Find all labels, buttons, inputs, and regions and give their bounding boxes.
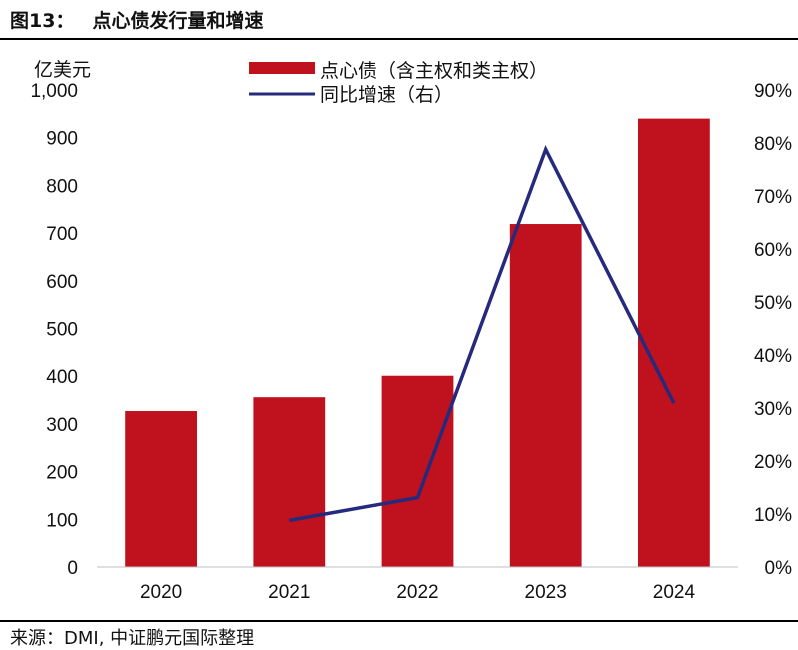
figure-title-text: 点心债发行量和增速 [92,10,264,32]
legend-bar-label: 点心债（含主权和类主权） [320,60,548,82]
left-tick-label: 1,000 [30,81,78,102]
left-tick-label: 800 [46,176,78,197]
left-tick-label: 100 [46,510,78,531]
source-note: 来源：DMI, 中证鹏元国际整理 [10,628,255,649]
bar-2023 [509,224,582,568]
right-tick-label: 30% [754,399,792,420]
right-tick-label: 70% [754,187,792,208]
x-tick-label: 2020 [140,582,182,603]
legend: 点心债（含主权和类主权） 同比增速（右） [249,60,548,106]
bottom-rule [0,620,798,622]
chart: 0 100 200 300 400 500 600 700 800 900 1,000 0% 10% 2… [30,59,792,603]
right-tick-label: 10% [754,505,792,526]
figure-title: 图13： 点心债发行量和增速 [10,6,263,33]
left-tick-label: 700 [46,224,78,245]
left-tick-label: 600 [46,272,78,293]
legend-bar-swatch [249,62,315,74]
bar-2022 [381,375,454,567]
right-tick-label: 0% [765,558,793,579]
x-tick-label: 2024 [653,582,696,603]
right-tick-label: 50% [754,293,792,314]
right-tick-label: 90% [754,81,792,102]
bar-series [125,118,710,568]
left-axis-ticks: 0 100 200 300 400 500 600 700 800 900 1,000 [30,81,78,579]
left-tick-label: 0 [67,558,78,579]
right-tick-label: 20% [754,452,792,473]
x-axis-ticks: 2020 2021 2022 2023 2024 [140,582,696,603]
right-tick-label: 60% [754,240,792,261]
x-tick-label: 2023 [525,582,567,603]
x-tick-label: 2021 [268,582,310,603]
figure-number: 图13： [10,10,75,32]
growth-line [288,144,676,523]
bar-2021 [253,397,326,567]
x-tick-label: 2022 [396,582,438,603]
top-rule [0,38,798,40]
line-series [288,144,676,523]
left-axis-label: 亿美元 [34,59,91,81]
left-tick-label: 400 [46,367,78,388]
bar-2020 [125,411,197,567]
right-axis-ticks: 0% 10% 20% 30% 40% 50% 60% 70% 80% 90% [754,81,792,579]
left-tick-label: 200 [46,463,78,484]
left-tick-label: 300 [46,415,78,436]
left-tick-label: 900 [46,129,78,150]
right-tick-label: 40% [754,346,792,367]
legend-line-label: 同比增速（右） [320,84,453,106]
bar-2024 [638,118,710,568]
left-tick-label: 500 [46,320,78,341]
right-tick-label: 80% [754,134,792,155]
